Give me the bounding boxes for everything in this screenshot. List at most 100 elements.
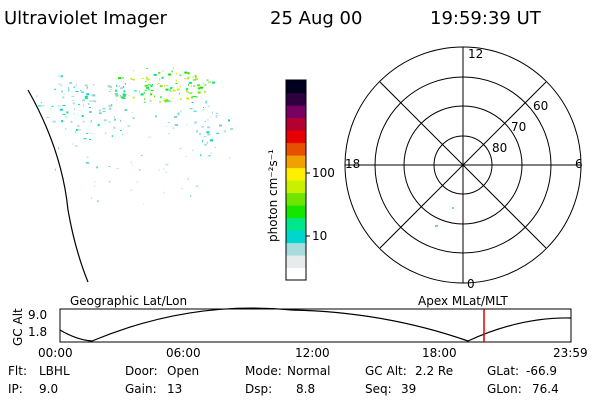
aurora-speck — [52, 120, 56, 123]
colorbar-segment — [286, 167, 306, 181]
aurora-speck — [77, 103, 80, 105]
aurora-speck — [120, 95, 122, 96]
polar-diagonal-b — [379, 81, 547, 249]
colorbar-segment — [286, 217, 306, 231]
aurora-speck — [177, 88, 180, 91]
aurora-speck — [185, 156, 187, 157]
aurora-speck — [90, 120, 92, 122]
aurora-speck — [204, 120, 206, 122]
aurora-speck — [204, 90, 206, 93]
instrument-title: Ultraviolet Imager — [4, 8, 168, 29]
altitude-curve — [59, 307, 572, 342]
aurora-speck — [229, 157, 231, 160]
aurora-speck — [82, 98, 85, 101]
polar-hour-12: 12 — [468, 47, 483, 61]
polar-speck — [452, 207, 454, 209]
aurora-speck — [139, 168, 141, 171]
aurora-speck — [172, 97, 174, 99]
aurora-speck — [215, 112, 218, 114]
aurora-speck — [189, 92, 192, 94]
aurora-speck — [113, 126, 116, 129]
status-flt-key: Flt: — [8, 364, 27, 378]
aurora-speck — [36, 95, 38, 98]
aurora-speck — [186, 124, 188, 126]
aurora-speck — [58, 147, 60, 150]
limb-curve — [27, 89, 89, 283]
aurora-speck — [208, 81, 211, 83]
aurora-speck — [180, 188, 183, 189]
aurora-speck — [121, 80, 123, 82]
aurora-speck — [40, 102, 42, 104]
polar-plot: 12 18 6 0 60 70 80 — [344, 46, 583, 291]
status-gcalt-value: 2.2 Re — [415, 364, 453, 378]
aurora-speck — [224, 130, 227, 133]
aurora-speck — [186, 88, 189, 91]
image-date: 25 Aug 00 — [270, 8, 362, 29]
aurora-speck — [86, 156, 89, 158]
timeline-x-tick-2359: 23:59 — [553, 346, 588, 360]
aurora-speck — [175, 79, 177, 82]
aurora-speck — [84, 95, 88, 98]
colorbar-segment — [286, 105, 306, 119]
aurora-speck — [132, 70, 134, 72]
aurora-speck — [177, 112, 180, 115]
aurora-speck — [186, 77, 189, 80]
aurora-speck — [74, 145, 78, 148]
aurora-speck — [150, 85, 153, 88]
polar-hour-6: 6 — [575, 157, 583, 171]
aurora-speck — [166, 85, 168, 86]
aurora-speck — [177, 114, 179, 116]
aurora-speck — [179, 147, 182, 149]
aurora-speck — [189, 108, 193, 110]
aurora-speck — [176, 72, 178, 75]
aurora-speck — [163, 84, 165, 87]
aurora-speck — [207, 133, 211, 136]
aurora-speck — [54, 88, 57, 90]
aurora-speck — [146, 78, 150, 81]
aurora-speck — [88, 111, 92, 113]
aurora-speck — [130, 78, 133, 80]
status-gain-value: 13 — [167, 382, 182, 396]
status-dsp-key: Dsp: — [245, 382, 272, 396]
aurora-speck — [163, 168, 165, 170]
aurora-speck — [144, 84, 148, 87]
status-glat-value: -66.9 — [526, 364, 557, 378]
aurora-speck — [165, 171, 168, 173]
aurora-speck — [168, 122, 170, 123]
aurora-speck — [170, 91, 172, 92]
status-seq-value: 39 — [401, 382, 416, 396]
aurora-speck — [122, 98, 126, 99]
aurora-speck — [147, 88, 150, 90]
aurora-speck — [172, 67, 174, 69]
aurora-speck — [143, 101, 146, 103]
timeline-y-tick-high: 9.0 — [28, 308, 47, 322]
colorbar-segment — [286, 242, 306, 256]
aurora-speck — [164, 98, 166, 100]
aurora-speck — [73, 108, 75, 111]
geographic-image — [27, 67, 234, 283]
aurora-speck — [123, 95, 125, 98]
aurora-speck — [118, 77, 122, 80]
aurora-speck — [86, 132, 89, 134]
aurora-speck — [66, 111, 69, 114]
aurora-speck — [174, 124, 178, 126]
aurora-speck — [94, 185, 96, 187]
aurora-speck — [133, 90, 137, 92]
aurora-speck — [194, 121, 198, 124]
aurora-speck — [99, 112, 101, 115]
aurora-speck — [230, 128, 234, 130]
aurora-speck — [189, 92, 193, 94]
aurora-speck — [175, 83, 178, 85]
timeline-y-label: GC Alt — [11, 308, 25, 346]
aurora-speck — [97, 124, 100, 127]
aurora-speck — [144, 98, 146, 101]
aurora-speck — [176, 88, 178, 91]
aurora-speck — [130, 161, 132, 164]
timeline-x-tick-1800: 18:00 — [422, 346, 457, 360]
colorbar-segment — [286, 267, 306, 281]
aurora-speck — [120, 119, 122, 122]
timeline-x-tick-1200: 12:00 — [295, 346, 330, 360]
aurora-speck — [122, 93, 126, 96]
colorbar-tick-label: 100 — [312, 166, 335, 180]
